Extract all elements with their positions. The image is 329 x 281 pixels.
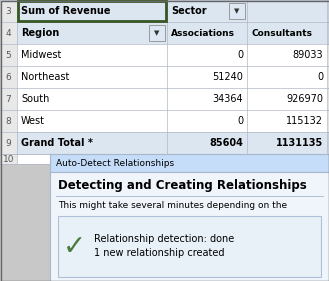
Text: 51240: 51240	[212, 72, 243, 82]
Bar	[50, 154, 329, 172]
Text: 9: 9	[6, 139, 12, 148]
Bar	[0, 66, 17, 88]
Text: 5: 5	[6, 51, 12, 60]
Bar	[0, 132, 17, 154]
Text: ▼: ▼	[234, 8, 240, 14]
Text: 4: 4	[6, 28, 11, 37]
Bar	[50, 172, 329, 281]
Text: 1131135: 1131135	[276, 138, 323, 148]
Bar	[17, 22, 329, 44]
Text: 926970: 926970	[286, 94, 323, 104]
Bar	[18, 1, 166, 21]
Text: 1 new relationship created: 1 new relationship created	[94, 248, 224, 257]
Text: West: West	[21, 116, 45, 126]
Text: Detecting and Creating Relationships: Detecting and Creating Relationships	[58, 178, 307, 191]
Text: Consultants: Consultants	[251, 28, 312, 37]
Bar	[17, 44, 329, 66]
Text: Relationship detection: done: Relationship detection: done	[94, 234, 234, 244]
Text: Region: Region	[21, 28, 59, 38]
Bar	[17, 132, 329, 154]
Text: 85604: 85604	[209, 138, 243, 148]
Text: Grand Total *: Grand Total *	[21, 138, 93, 148]
Bar	[58, 216, 321, 277]
Bar	[17, 110, 329, 132]
Text: 3: 3	[6, 6, 12, 15]
Bar	[0, 88, 17, 110]
Text: Midwest: Midwest	[21, 50, 62, 60]
Text: Auto-Detect Relationships: Auto-Detect Relationships	[56, 158, 174, 167]
Bar	[17, 88, 329, 110]
Bar	[0, 110, 17, 132]
Bar	[17, 66, 329, 88]
Bar	[0, 44, 17, 66]
Text: 0: 0	[237, 50, 243, 60]
Bar	[229, 3, 245, 19]
Bar	[149, 25, 165, 41]
Text: This might take several minutes depending on the: This might take several minutes dependin…	[58, 201, 287, 210]
Text: South: South	[21, 94, 49, 104]
Text: 115132: 115132	[286, 116, 323, 126]
Text: Associations: Associations	[171, 28, 235, 37]
Text: 89033: 89033	[292, 50, 323, 60]
Text: ✓: ✓	[63, 232, 86, 260]
Text: Sector: Sector	[171, 6, 207, 16]
Text: Northeast: Northeast	[21, 72, 69, 82]
Bar	[0, 154, 17, 164]
Text: 34364: 34364	[213, 94, 243, 104]
Text: 6: 6	[6, 72, 12, 81]
Bar	[17, 0, 329, 22]
Bar	[0, 22, 17, 44]
Text: Sum of Revenue: Sum of Revenue	[21, 6, 111, 16]
Bar	[17, 154, 329, 164]
Text: 8: 8	[6, 117, 12, 126]
Text: ▼: ▼	[154, 30, 160, 36]
Text: 10: 10	[3, 155, 14, 164]
Text: 7: 7	[6, 94, 12, 103]
Text: 0: 0	[317, 72, 323, 82]
Text: 0: 0	[237, 116, 243, 126]
Bar	[0, 0, 17, 22]
